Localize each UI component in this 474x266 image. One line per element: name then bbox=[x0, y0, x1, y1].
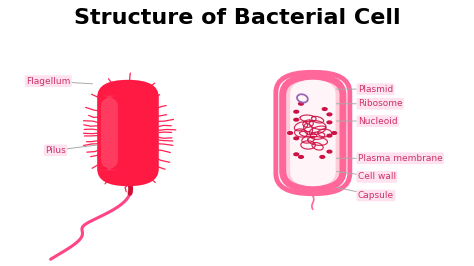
FancyBboxPatch shape bbox=[99, 96, 120, 170]
Text: Cell wall: Cell wall bbox=[337, 172, 396, 181]
Circle shape bbox=[327, 150, 332, 153]
Text: Structure of Bacterial Cell: Structure of Bacterial Cell bbox=[73, 8, 401, 28]
FancyBboxPatch shape bbox=[283, 77, 343, 189]
Text: Nucleoid: Nucleoid bbox=[337, 117, 398, 126]
Circle shape bbox=[294, 153, 299, 156]
FancyBboxPatch shape bbox=[276, 72, 350, 194]
Text: Flagellum: Flagellum bbox=[26, 77, 92, 86]
Circle shape bbox=[327, 134, 332, 137]
FancyBboxPatch shape bbox=[97, 80, 159, 186]
Circle shape bbox=[299, 102, 303, 105]
Circle shape bbox=[320, 156, 325, 158]
Circle shape bbox=[299, 156, 303, 158]
Circle shape bbox=[327, 113, 332, 116]
Text: Ribosome: Ribosome bbox=[337, 99, 402, 108]
Circle shape bbox=[288, 132, 292, 134]
Circle shape bbox=[332, 132, 337, 134]
Circle shape bbox=[327, 121, 332, 124]
Text: Capsule: Capsule bbox=[337, 188, 394, 200]
Circle shape bbox=[294, 118, 299, 121]
Text: Plasmid: Plasmid bbox=[337, 85, 393, 94]
Text: Pilus: Pilus bbox=[45, 145, 97, 155]
FancyBboxPatch shape bbox=[290, 80, 336, 186]
Circle shape bbox=[322, 108, 327, 110]
Text: Plasma membrane: Plasma membrane bbox=[337, 154, 443, 163]
Circle shape bbox=[294, 110, 299, 113]
Circle shape bbox=[294, 137, 299, 140]
